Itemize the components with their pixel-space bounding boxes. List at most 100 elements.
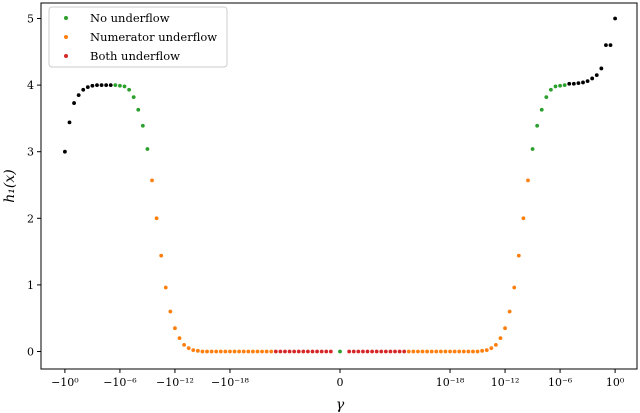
y-tick-label: 0	[27, 346, 34, 359]
data-point	[260, 349, 264, 354]
data-point	[273, 349, 278, 354]
data-point	[347, 349, 352, 354]
data-point	[484, 348, 489, 353]
data-points	[63, 16, 617, 354]
data-point	[480, 348, 485, 353]
data-point	[599, 66, 604, 71]
data-point	[512, 285, 517, 290]
y-tick-label: 2	[27, 212, 34, 225]
data-point	[438, 349, 443, 354]
data-point	[581, 80, 585, 85]
data-point	[475, 349, 480, 354]
data-point	[553, 84, 558, 89]
data-point	[200, 349, 205, 354]
data-point	[539, 107, 544, 112]
x-tick-label: 10⁻¹⁸	[436, 376, 465, 389]
legend-marker-numerator-underflow	[64, 35, 68, 39]
legend-label-both-underflow: Both underflow	[90, 49, 180, 63]
data-point	[590, 76, 595, 81]
y-tick-label: 3	[27, 146, 34, 159]
data-point	[338, 349, 342, 354]
data-point	[498, 336, 503, 341]
data-point	[576, 81, 581, 85]
data-point	[296, 349, 301, 354]
data-point	[113, 83, 118, 87]
x-tick-label: 10⁻¹²	[491, 376, 520, 389]
data-point	[232, 349, 237, 354]
data-point	[127, 87, 131, 92]
data-point	[507, 309, 512, 314]
data-point	[452, 349, 457, 354]
y-tick-label: 5	[27, 13, 34, 26]
data-point	[383, 349, 388, 354]
data-point	[594, 73, 599, 78]
data-point	[489, 346, 494, 351]
data-point	[429, 349, 434, 354]
data-point	[365, 349, 370, 354]
data-point	[214, 349, 219, 354]
data-point	[154, 216, 159, 221]
x-tick-label: 0	[337, 376, 344, 389]
data-point	[457, 349, 462, 354]
data-point	[145, 147, 150, 151]
data-point	[168, 309, 173, 314]
data-point	[283, 349, 287, 354]
data-point	[269, 349, 274, 354]
data-point	[549, 87, 553, 92]
data-point	[209, 349, 214, 354]
data-point	[76, 93, 81, 97]
data-point	[163, 285, 168, 290]
y-tick-label: 4	[27, 79, 34, 92]
data-point	[562, 83, 567, 87]
data-point	[526, 178, 530, 183]
axis-ticks: −10⁰ −10⁻⁶ −10⁻¹² −10⁻¹⁸ 0 10⁻¹⁸ 10⁻¹² 10⁻⁶ 10⁰ 0…	[27, 13, 625, 390]
data-point	[370, 349, 374, 354]
data-point	[493, 342, 498, 347]
data-point	[374, 349, 379, 354]
data-point	[351, 349, 356, 354]
data-point	[205, 349, 209, 354]
data-point	[108, 83, 113, 87]
legend-box	[48, 6, 228, 68]
data-point	[237, 349, 242, 354]
data-point	[397, 349, 402, 354]
data-point	[388, 349, 393, 354]
data-point	[278, 349, 283, 354]
legend-marker-no-underflow	[64, 16, 68, 20]
x-tick-label: −10⁻¹⁸	[211, 376, 249, 389]
data-point	[255, 349, 260, 354]
data-point	[306, 349, 310, 354]
legend-label-numerator-underflow: Numerator underflow	[90, 30, 217, 44]
legend: No underflow Numerator underflow Both un…	[48, 6, 228, 68]
data-point	[218, 349, 223, 354]
data-point	[393, 349, 397, 354]
data-point	[416, 349, 420, 354]
data-point	[287, 349, 292, 354]
data-point	[585, 79, 590, 83]
data-point	[379, 349, 384, 354]
plot-frame	[40, 2, 638, 370]
data-point	[250, 349, 255, 354]
data-point	[406, 349, 411, 354]
data-point	[140, 123, 145, 128]
data-point	[571, 81, 576, 86]
data-point	[136, 107, 141, 112]
data-point	[604, 43, 608, 48]
data-point	[122, 84, 127, 89]
data-point	[195, 348, 200, 353]
data-point	[443, 349, 448, 354]
data-point	[361, 349, 365, 354]
data-point	[72, 101, 76, 105]
data-point	[67, 120, 72, 125]
data-point	[328, 349, 333, 354]
data-point	[521, 216, 526, 221]
data-point	[544, 95, 549, 99]
data-point	[402, 349, 407, 354]
data-point	[90, 83, 95, 88]
data-point	[608, 43, 613, 48]
data-point	[63, 149, 67, 154]
data-point	[448, 349, 452, 354]
data-point	[503, 326, 507, 331]
data-point	[118, 83, 122, 88]
